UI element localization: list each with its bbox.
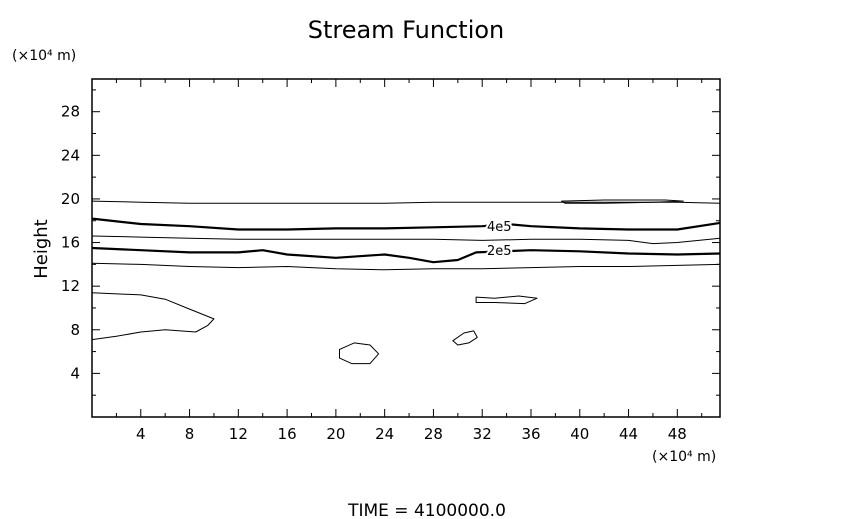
x-tick-label: 4 [136, 425, 146, 443]
y-tick-label: 16 [61, 234, 80, 252]
x-axis-unit-label: (×10⁴ m) [652, 449, 716, 465]
y-tick-label: 12 [61, 277, 80, 295]
y-tick-label: 8 [70, 321, 80, 339]
x-tick-label: 48 [668, 425, 687, 443]
x-tick-label: 40 [570, 425, 589, 443]
chart-title: Stream Function [308, 16, 505, 44]
contour-line-2 [91, 217, 721, 231]
contour-line-9 [452, 330, 478, 346]
contour-line-4 [91, 246, 721, 264]
contour-line-1 [91, 200, 721, 204]
contour-line-7 [475, 295, 538, 305]
contour-label-4e5: 4e5 [487, 220, 512, 235]
y-tick-label: 28 [61, 103, 80, 121]
contour-line-6 [91, 292, 215, 341]
x-tick-label: 32 [473, 425, 492, 443]
contour-line-10 [561, 199, 684, 204]
x-tick-label: 8 [185, 425, 195, 443]
y-tick-label: 24 [61, 146, 80, 164]
contour-line-5 [91, 262, 721, 271]
x-tick-label: 36 [521, 425, 540, 443]
contour-label-2e5: 2e5 [487, 244, 512, 259]
contour-line-3 [91, 235, 721, 245]
y-axis-unit-label: (×10⁴ m) [12, 48, 76, 64]
x-tick-label: 12 [229, 425, 248, 443]
y-axis-label: Height [31, 219, 52, 279]
contour-labels: 4e5 2e5 [485, 218, 514, 261]
contour-line-8 [339, 342, 380, 365]
x-tick-label: 16 [278, 425, 297, 443]
y-tick-label: 20 [61, 190, 80, 208]
contour-lines [91, 199, 721, 365]
x-tick-label: 24 [375, 425, 394, 443]
x-tick-label: 20 [326, 425, 345, 443]
plot-area-frame [91, 78, 721, 418]
x-tick-label: 28 [424, 425, 443, 443]
time-footer: TIME = 4100000.0 [347, 501, 506, 519]
y-tick-label: 4 [70, 364, 80, 382]
x-tick-label: 44 [619, 425, 638, 443]
